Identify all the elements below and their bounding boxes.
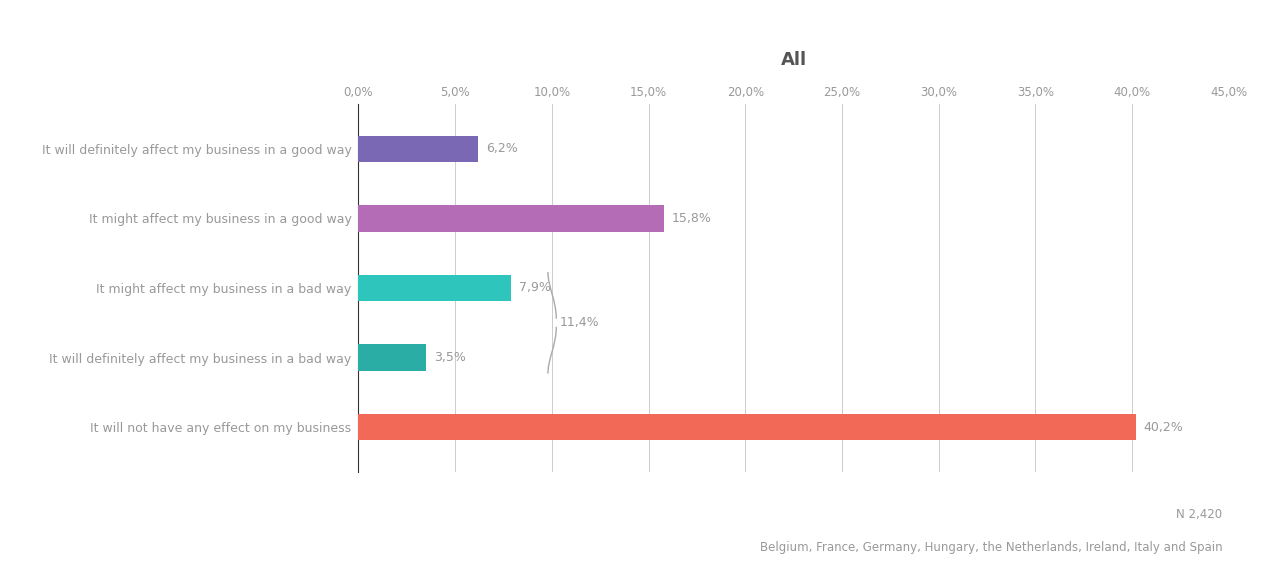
Text: 3,5%: 3,5% [434,351,466,364]
Text: Belgium, France, Germany, Hungary, the Netherlands, Ireland, Italy and Spain: Belgium, France, Germany, Hungary, the N… [760,541,1222,554]
Text: 15,8%: 15,8% [672,212,712,225]
Bar [358,344,426,371]
Text: 11,4%: 11,4% [559,316,599,329]
Text: N 2,420: N 2,420 [1176,508,1222,521]
Bar [358,205,664,232]
Text: 7,9%: 7,9% [518,282,550,294]
Bar [358,136,479,162]
Title: All: All [781,51,806,69]
Bar [358,275,511,301]
Text: 40,2%: 40,2% [1144,420,1184,434]
Text: 6,2%: 6,2% [486,142,518,156]
Bar [358,414,1135,440]
